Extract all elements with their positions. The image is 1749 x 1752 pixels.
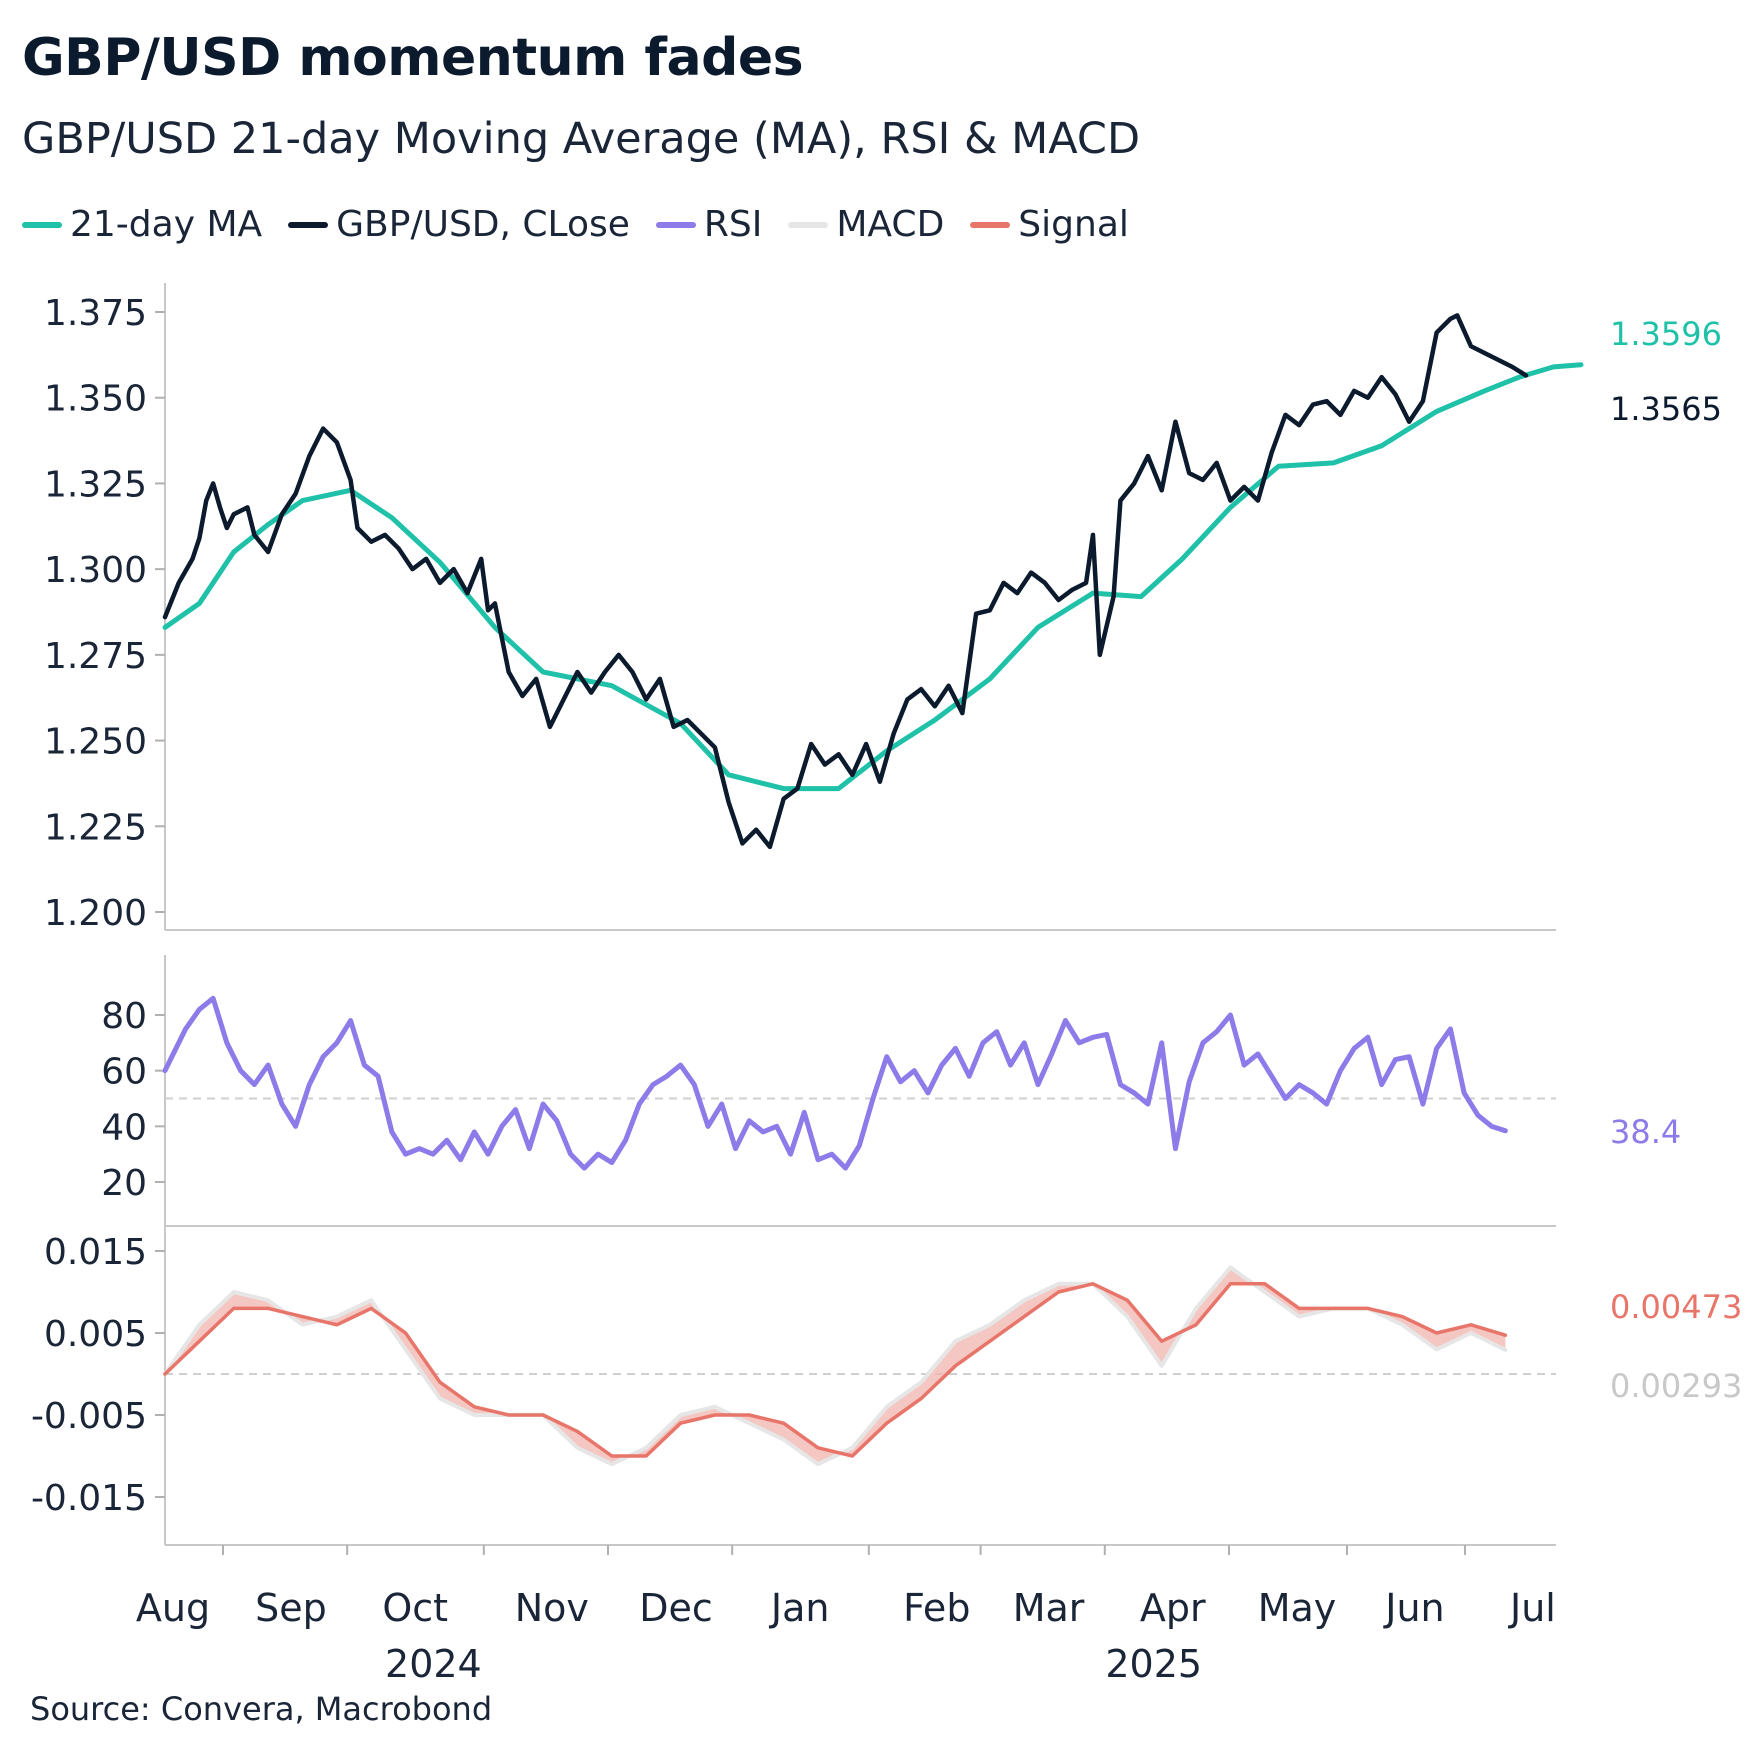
y-tick-label-price: 1.300 [44,550,147,591]
legend-item-close: GBP/USD, CLose [288,204,630,245]
series-line-21-day-ma [162,362,1584,792]
x-tick-label-jul: Jul [1508,1586,1556,1630]
y-tick-label-macd: 0.015 [44,1232,147,1273]
y-tick-label-rsi: 20 [101,1163,147,1204]
y-tick-label-price: 1.200 [44,893,147,934]
last-value-label-macd: 0.00293 [1610,1367,1742,1405]
y-tick-label-macd: -0.005 [31,1396,147,1437]
legend-item-macd: MACD [788,204,944,245]
y-tick-label-rsi: 80 [101,996,147,1037]
x-tick-label-mar: Mar [1013,1586,1085,1630]
legend-label-rsi: RSI [703,204,763,245]
legend-swatch-macd [788,221,829,228]
year-label-2024: 2024 [385,1642,482,1686]
legend-swatch-rsi [655,221,696,228]
y-tick-label-price: 1.350 [44,379,147,420]
last-value-label-signal: 0.00473 [1610,1288,1742,1326]
series-line-rsi [162,995,1508,1171]
x-tick-label-jun: Jun [1383,1586,1444,1630]
x-tick-label-jan: Jan [769,1586,830,1630]
last-value-label-rsi: 38.4 [1610,1113,1681,1151]
x-tick-label-dec: Dec [639,1586,713,1630]
legend-label-close: GBP/USD, CLose [336,204,630,245]
x-tick-label-oct: Oct [382,1586,448,1630]
x-tick-label-nov: Nov [515,1586,589,1630]
y-tick-label-price: 1.225 [44,807,147,848]
legend-label-ma: 21-day MA [70,204,263,245]
y-tick-label-rsi: 40 [101,1107,147,1148]
legend-item-rsi: RSI [655,204,763,245]
y-tick-label-price: 1.275 [44,636,147,677]
legend-swatch-ma [22,221,62,228]
x-tick-label-apr: Apr [1140,1586,1206,1630]
y-tick-label-price: 1.375 [44,293,147,334]
legend: 21-day MA GBP/USD, CLose RSI MACD Signal [22,204,1155,245]
series-line-macd [163,1265,1508,1467]
year-label-2025: 2025 [1105,1642,1202,1686]
legend-item-signal: Signal [970,204,1129,245]
x-tick-label-may: May [1258,1586,1337,1630]
y-tick-label-macd: -0.015 [31,1478,147,1519]
legend-label-macd: MACD [836,204,945,245]
chart-subtitle: GBP/USD 21-day Moving Average (MA), RSI … [22,114,1141,164]
y-tick-label-price: 1.325 [44,464,147,505]
x-tick-label-feb: Feb [903,1586,970,1630]
legend-label-signal: Signal [1018,204,1129,245]
y-tick-label-price: 1.250 [44,722,147,763]
legend-item-ma: 21-day MA [22,204,262,245]
series-line-signal [163,1282,1508,1458]
x-tick-label-sep: Sep [255,1586,327,1630]
legend-swatch-close [288,221,329,228]
series-line-gbp-usd-close [162,313,1529,850]
source-note: Source: Convera, Macrobond [30,1690,493,1728]
x-tick-label-aug: Aug [136,1586,210,1630]
last-value-label-gbp-usd-close: 1.3565 [1610,390,1722,428]
y-tick-label-macd: 0.005 [44,1314,147,1355]
macd-signal-band [165,1267,1506,1465]
y-tick-label-rsi: 60 [101,1052,147,1093]
last-value-label-21-day-ma: 1.3596 [1610,315,1722,353]
chart-title: GBP/USD momentum fades [22,28,804,88]
legend-swatch-signal [970,221,1011,228]
